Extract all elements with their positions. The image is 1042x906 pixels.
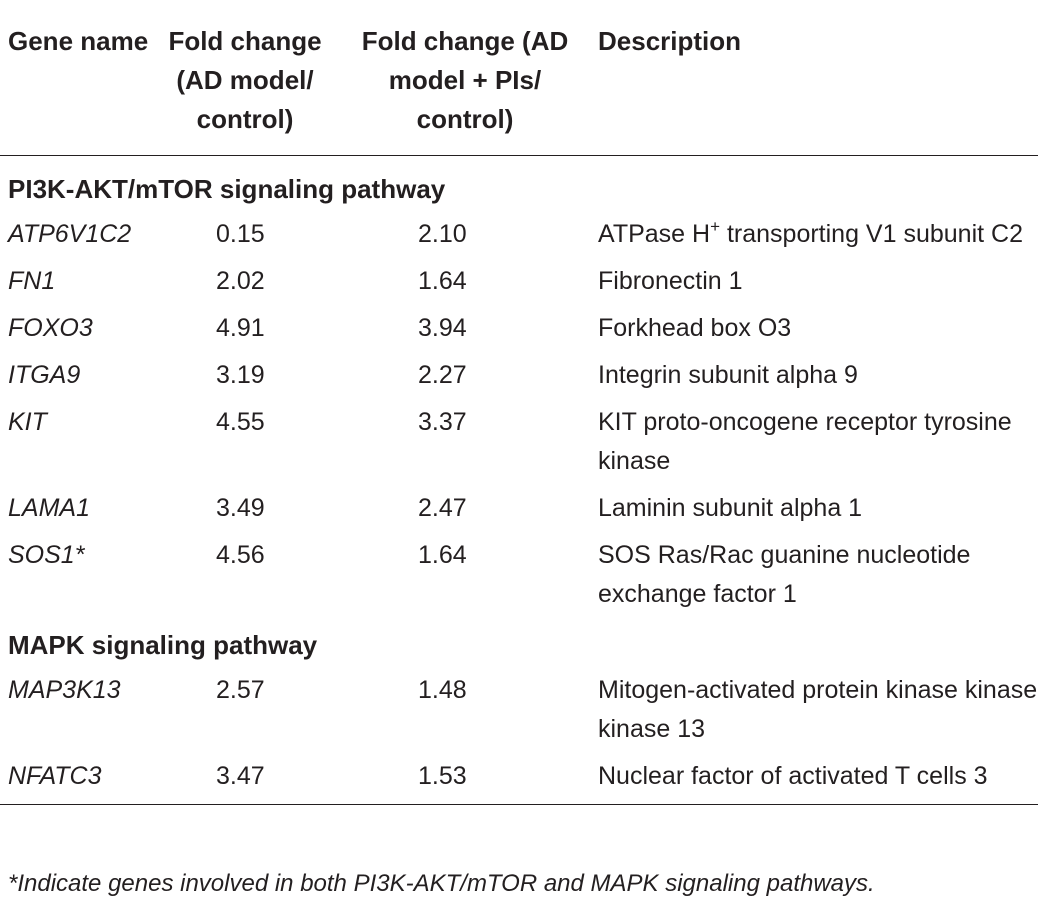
fold-change-ad-cell: 3.47 — [150, 753, 340, 805]
description-cell: Fibronectin 1 — [598, 267, 743, 295]
fold-change-ad-cell: 4.55 — [216, 408, 265, 436]
section-title: MAPK signaling pathway — [8, 630, 318, 660]
table-row: NFATC3 3.47 1.53 Nuclear factor of activ… — [0, 753, 1038, 805]
gene-name-cell: FOXO3 — [8, 314, 93, 342]
table-row: ITGA9 3.19 2.27 Integrin subunit alpha 9 — [0, 352, 1038, 399]
gene-name-cell: NFATC3 — [0, 753, 150, 805]
header-fold-change-ad: Fold change (AD model/ control) — [150, 22, 340, 156]
table-row: MAP3K13 2.57 1.48 Mitogen-activated prot… — [0, 667, 1038, 753]
table-row: FN1 2.02 1.64 Fibronectin 1 — [0, 258, 1038, 305]
fold-change-pis-cell: 1.53 — [340, 753, 590, 805]
description-cell: KIT proto-oncogene receptor tyrosine kin… — [598, 408, 1012, 475]
fold-change-ad-cell: 4.91 — [216, 314, 265, 342]
fold-change-pis-cell: 2.10 — [418, 220, 467, 248]
gene-name-cell: FN1 — [8, 267, 56, 295]
description-text: ATPase H — [598, 220, 711, 248]
description-superscript: + — [710, 217, 721, 236]
description-cell: Integrin subunit alpha 9 — [598, 361, 858, 389]
gene-name-cell: ATP6V1C2 — [8, 220, 132, 248]
fold-change-pis-cell: 1.48 — [418, 676, 467, 704]
fold-change-pis-cell: 1.64 — [418, 541, 467, 569]
table-row: ATP6V1C2 0.15 2.10 ATPase H+ transportin… — [0, 211, 1038, 258]
fold-change-pis-cell: 3.37 — [418, 408, 467, 436]
description-cell: ATPase H+ transporting V1 subunit C2 — [590, 211, 1038, 258]
description-cell: Forkhead box O3 — [598, 314, 792, 342]
footnote: *Indicate genes involved in both PI3K-AK… — [8, 870, 875, 897]
description-cell: Mitogen-activated protein kinase kinase … — [598, 676, 1038, 743]
fold-change-ad-cell: 4.56 — [216, 541, 265, 569]
fold-change-ad-cell: 3.19 — [216, 361, 265, 389]
description-cell: Laminin subunit alpha 1 — [598, 494, 863, 522]
fold-change-ad-cell: 3.49 — [216, 494, 265, 522]
fold-change-pis-cell: 2.27 — [418, 361, 467, 389]
gene-name-cell: MAP3K13 — [8, 676, 121, 704]
gene-table: Gene name Fold change (AD model/ control… — [0, 22, 1038, 805]
description-cell: Nuclear factor of activated T cells 3 — [590, 753, 1038, 805]
fold-change-pis-cell: 2.47 — [418, 494, 467, 522]
header-description: Description — [590, 22, 1038, 156]
gene-name-cell: KIT — [8, 408, 47, 436]
gene-name-cell: LAMA1 — [8, 494, 90, 522]
fold-change-pis-cell: 1.64 — [418, 267, 467, 295]
section-title: PI3K-AKT/mTOR signaling pathway — [8, 174, 446, 204]
table-row: KIT 4.55 3.37 KIT proto-oncogene recepto… — [0, 399, 1038, 485]
header-fold-change-ad-pis: Fold change (AD model + PIs/ control) — [340, 22, 590, 156]
gene-name-cell: ITGA9 — [8, 361, 81, 389]
table-row: LAMA1 3.49 2.47 Laminin subunit alpha 1 — [0, 485, 1038, 532]
table-row: SOS1* 4.56 1.64 SOS Ras/Rac guanine nucl… — [0, 532, 1038, 618]
fold-change-ad-cell: 2.57 — [216, 676, 265, 704]
section-row: PI3K-AKT/mTOR signaling pathway — [0, 156, 1038, 212]
fold-change-ad-cell: 2.02 — [216, 267, 265, 295]
description-cell: SOS Ras/Rac guanine nucleotide exchange … — [598, 541, 971, 608]
header-gene-name: Gene name — [0, 22, 150, 156]
table-row: FOXO3 4.91 3.94 Forkhead box O3 — [0, 305, 1038, 352]
fold-change-ad-cell: 0.15 — [216, 220, 265, 248]
section-row: MAPK signaling pathway — [0, 618, 1038, 667]
fold-change-pis-cell: 3.94 — [418, 314, 467, 342]
description-text: transporting V1 subunit C2 — [720, 220, 1023, 248]
header-row: Gene name Fold change (AD model/ control… — [0, 22, 1038, 156]
gene-name-cell: SOS1* — [8, 541, 85, 569]
